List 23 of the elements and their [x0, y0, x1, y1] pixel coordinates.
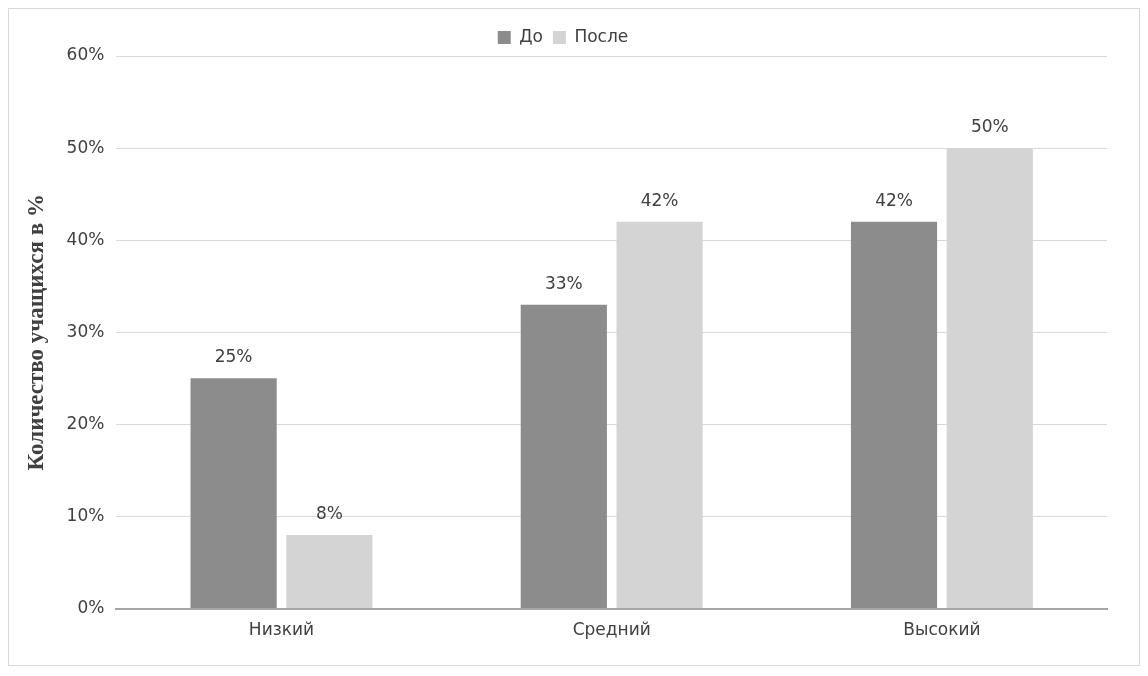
legend-label: До	[519, 25, 543, 46]
y-axis-title: Количество учащихся в %	[22, 194, 48, 471]
y-tick-label: 20%	[66, 412, 105, 433]
x-tick-label: Высокий	[903, 619, 981, 640]
data-label: 50%	[970, 116, 1009, 137]
y-tick-label: 40%	[66, 228, 105, 249]
y-tick-label: 50%	[66, 136, 105, 157]
x-tick-label: Низкий	[248, 619, 315, 640]
bar	[520, 304, 607, 609]
bar	[850, 221, 938, 609]
y-tick-label: 10%	[66, 504, 105, 525]
y-tick-label: 30%	[66, 320, 105, 341]
data-label: 8%	[315, 502, 343, 523]
x-tick-label: Средний	[572, 619, 651, 640]
y-tick-label: 60%	[66, 44, 105, 65]
data-label: 33%	[544, 272, 583, 293]
data-label: 42%	[640, 189, 679, 210]
legend-label: После	[574, 25, 629, 46]
data-label: 25%	[214, 346, 253, 367]
data-label: 42%	[875, 189, 913, 210]
bar	[190, 378, 277, 609]
y-tick-label: 0%	[77, 597, 105, 618]
bar	[286, 534, 373, 609]
